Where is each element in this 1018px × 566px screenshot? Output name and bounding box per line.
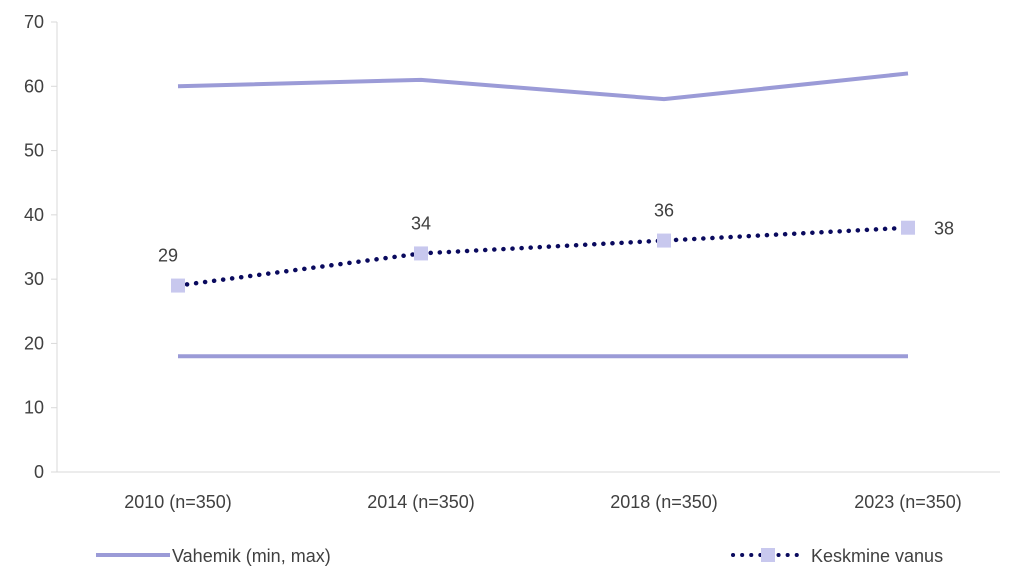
data-labels: 29 34 36 38 xyxy=(158,201,954,266)
x-tick-label: 2018 (n=350) xyxy=(610,492,718,512)
x-tick-label: 2023 (n=350) xyxy=(854,492,962,512)
legend-label-average: Keskmine vanus xyxy=(811,546,943,566)
data-point-marker xyxy=(901,220,915,235)
y-tick-label: 40 xyxy=(24,205,44,225)
series-layer xyxy=(171,71,915,359)
series-line-average xyxy=(175,225,911,288)
series-line-range-max xyxy=(177,71,909,102)
y-tick-label: 20 xyxy=(24,333,44,353)
data-label: 36 xyxy=(654,201,674,221)
y-tick-label: 30 xyxy=(24,269,44,289)
y-tick-label: 0 xyxy=(34,462,44,482)
data-label: 38 xyxy=(934,219,954,239)
x-axis-ticks: 2010 (n=350) 2014 (n=350) 2018 (n=350) 2023… xyxy=(124,492,962,512)
legend-swatch-average-marker xyxy=(761,548,775,562)
data-point-marker xyxy=(171,278,185,293)
y-axis-ticks: 0 10 20 30 40 50 60 70 xyxy=(24,12,57,482)
data-label: 29 xyxy=(158,246,178,266)
x-tick-label: 2014 (n=350) xyxy=(367,492,475,512)
x-tick-label: 2010 (n=350) xyxy=(124,492,232,512)
y-tick-label: 10 xyxy=(24,398,44,418)
data-label: 34 xyxy=(411,213,431,233)
data-point-marker xyxy=(414,246,428,261)
y-tick-label: 60 xyxy=(24,76,44,96)
legend: Vahemik (min, max) Keskmine vanus xyxy=(96,546,943,566)
y-tick-label: 70 xyxy=(24,12,44,32)
y-tick-label: 50 xyxy=(24,141,44,161)
data-point-marker xyxy=(657,233,671,248)
legend-label-range: Vahemik (min, max) xyxy=(172,546,331,566)
